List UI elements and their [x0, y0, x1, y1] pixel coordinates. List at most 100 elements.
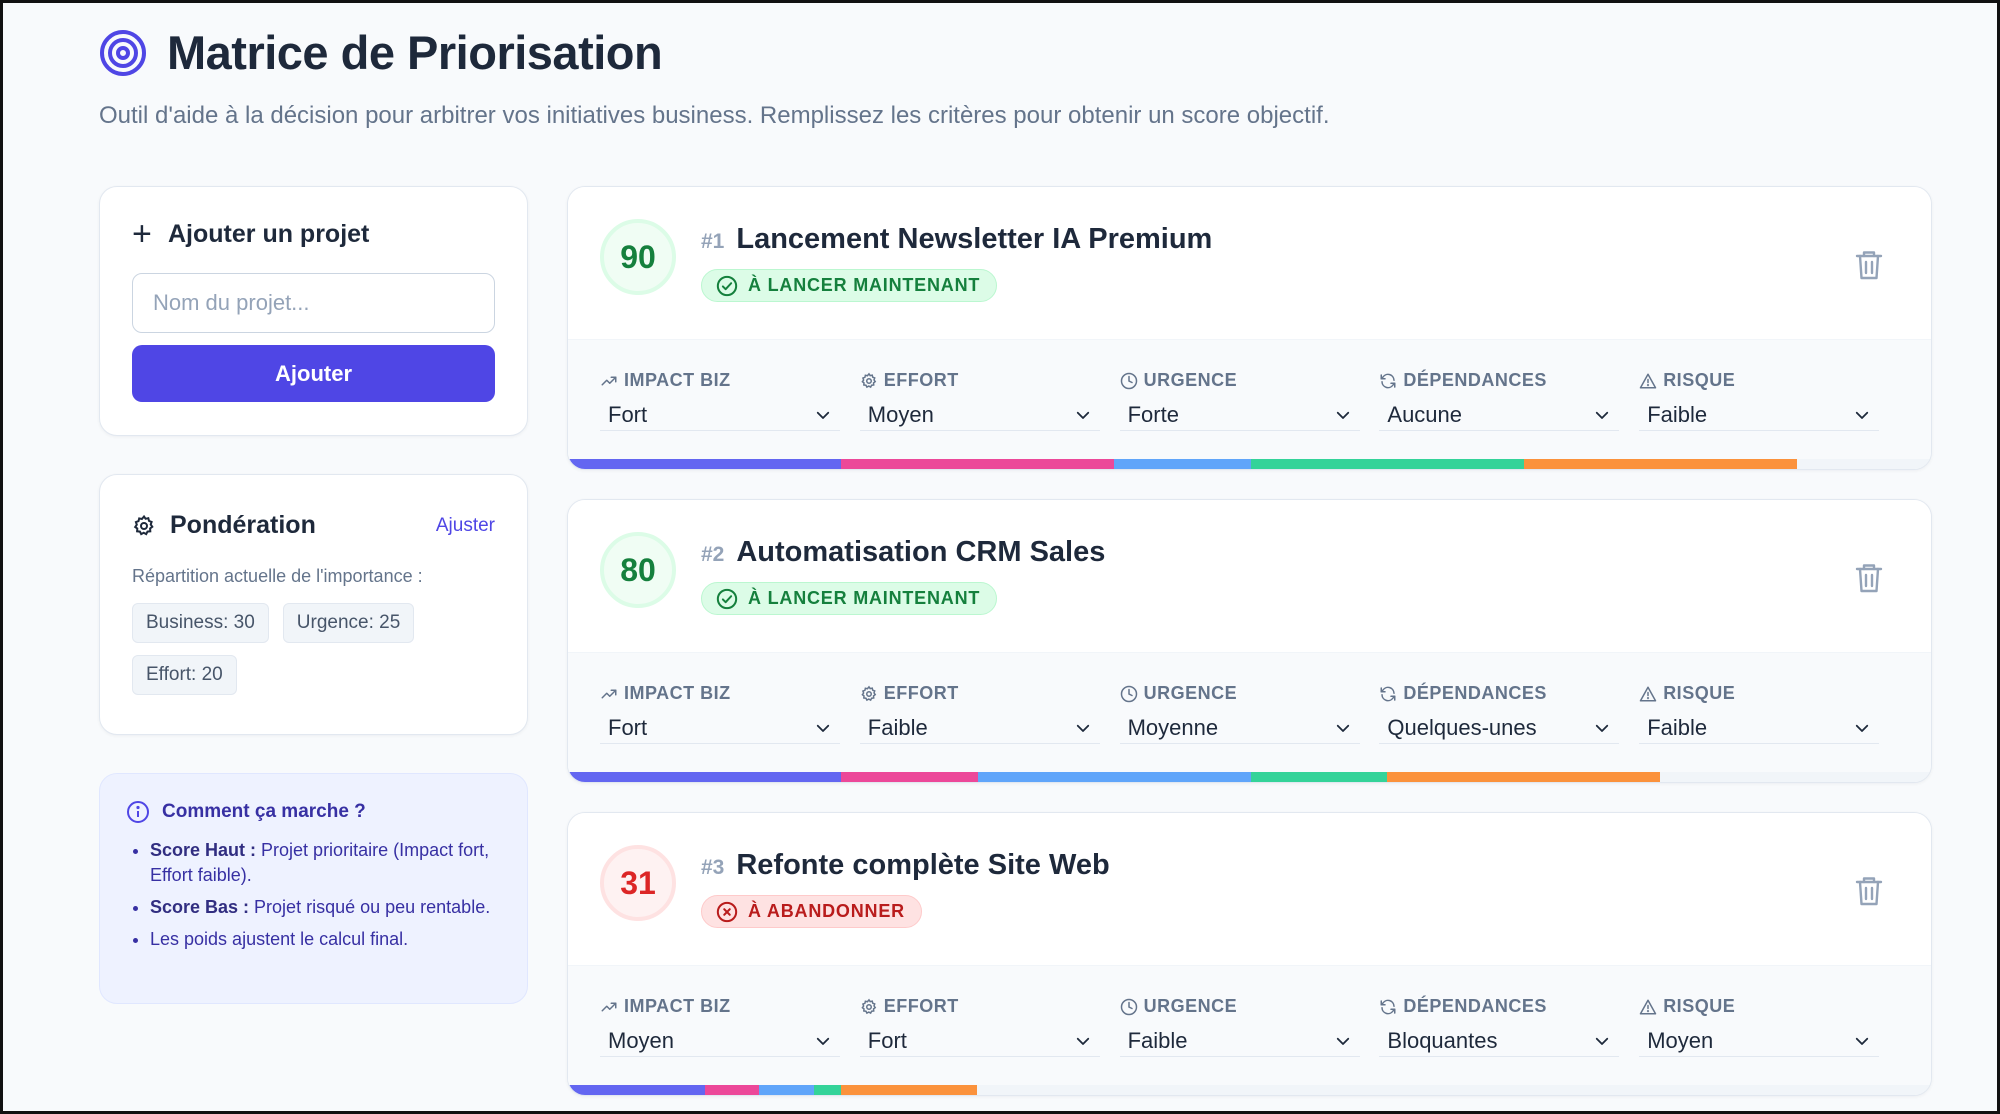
chevron-down-icon	[1593, 719, 1611, 737]
weighting-description: Répartition actuelle de l'importance :	[132, 566, 423, 586]
trending-up-icon	[600, 998, 618, 1016]
urgence-select[interactable]: Forte	[1119, 399, 1360, 431]
criterion-effort: EFFORT Faible	[859, 683, 1120, 782]
urgence-select[interactable]: Moyenne	[1119, 712, 1360, 744]
delete-project-button[interactable]	[1853, 247, 1885, 283]
select-value: Moyenne	[1127, 714, 1219, 740]
effort-select[interactable]: Faible	[859, 712, 1100, 744]
chevron-down-icon	[1334, 719, 1352, 737]
impact-biz-select[interactable]: Fort	[600, 399, 840, 431]
project-name: Automatisation CRM Sales	[736, 536, 1106, 568]
score-circle: 31	[600, 845, 676, 921]
project-rank: #3	[701, 856, 725, 879]
plus-icon: +	[132, 215, 152, 253]
refresh-icon	[1379, 685, 1397, 703]
chevron-down-icon	[1334, 406, 1352, 424]
add-project-title: Ajouter un projet	[168, 219, 370, 248]
project-card: 90 #1 Lancement Newsletter IA Premium À …	[567, 186, 1932, 470]
gear-icon	[860, 685, 878, 703]
weighting-title: Pondération	[170, 511, 316, 539]
help-item: Score Haut : Projet prioritaire (Impact …	[150, 838, 501, 888]
page-subtitle: Outil d'aide à la décision pour arbitrer…	[99, 102, 1330, 129]
bar-segment-dependances	[813, 1085, 841, 1095]
criterion-label: DÉPENDANCES	[1403, 683, 1547, 703]
weight-chip-effort: Effort: 20	[132, 655, 237, 695]
criterion-label: RISQUE	[1663, 996, 1736, 1016]
alert-triangle-icon	[1639, 372, 1657, 390]
criteria-row: IMPACT BIZ Fort EFFORT Moyen URGENCE Forte DÉP…	[568, 340, 1931, 469]
adjust-weights-link[interactable]: Ajuster	[435, 514, 495, 536]
chevron-down-icon	[1074, 719, 1092, 737]
select-value: Quelques-unes	[1387, 714, 1537, 740]
criterion-label: URGENCE	[1143, 683, 1238, 703]
impact-biz-select[interactable]: Fort	[600, 712, 840, 744]
chevron-down-icon	[814, 406, 832, 424]
criterion-label: DÉPENDANCES	[1403, 996, 1547, 1016]
bar-segment-impact-biz	[568, 772, 841, 782]
criterion-urgence: URGENCE Moyenne	[1119, 683, 1380, 782]
dependances-select[interactable]: Quelques-unes	[1379, 712, 1620, 744]
weighting-card: Pondération Ajuster Répartition actuelle…	[99, 474, 528, 735]
criterion-label: URGENCE	[1143, 996, 1238, 1016]
bar-segment-impact-biz	[568, 459, 841, 469]
select-value: Faible	[867, 714, 928, 740]
criterion-label: URGENCE	[1143, 370, 1238, 390]
page-header: Matrice de Priorisation Outil d'aide à l…	[99, 25, 1330, 130]
bar-segment-urgence	[1114, 459, 1251, 469]
risque-select[interactable]: Faible	[1639, 399, 1880, 431]
bar-segment-risque	[1387, 772, 1660, 782]
dependances-select[interactable]: Bloquantes	[1379, 1025, 1620, 1057]
status-badge: À ABANDONNER	[701, 895, 922, 928]
gear-icon	[860, 372, 878, 390]
criterion-dependances: DÉPENDANCES Bloquantes	[1379, 996, 1639, 1095]
info-icon	[126, 800, 150, 824]
trash-icon	[1855, 877, 1883, 906]
criterion-label: EFFORT	[883, 996, 959, 1016]
delete-project-button[interactable]	[1853, 873, 1885, 909]
criterion-dependances: DÉPENDANCES Aucune	[1379, 370, 1639, 469]
criterion-label: RISQUE	[1663, 683, 1736, 703]
impact-biz-select[interactable]: Moyen	[600, 1025, 840, 1057]
score-breakdown-bar	[568, 1085, 1931, 1095]
score-circle: 90	[600, 219, 676, 295]
select-value: Fort	[608, 714, 648, 740]
help-item: Score Bas : Projet risqué ou peu rentabl…	[150, 895, 501, 920]
criterion-label: RISQUE	[1663, 370, 1736, 390]
criterion-impact-biz: IMPACT BIZ Moyen	[600, 996, 860, 1095]
check-circle-icon	[716, 588, 738, 610]
select-value: Faible	[1647, 714, 1708, 740]
criterion-label: IMPACT BIZ	[624, 683, 731, 703]
criterion-risque: RISQUE Faible	[1639, 683, 1899, 782]
project-rank: #1	[701, 230, 725, 253]
help-item: Les poids ajustent le calcul final.	[150, 927, 501, 952]
trash-icon	[1855, 564, 1883, 593]
criterion-label: IMPACT BIZ	[624, 996, 731, 1016]
risque-select[interactable]: Faible	[1639, 712, 1880, 744]
select-value: Forte	[1127, 401, 1179, 427]
project-name-input[interactable]	[132, 273, 495, 333]
chevron-down-icon	[1853, 1032, 1871, 1050]
bar-segment-effort	[841, 459, 1114, 469]
effort-select[interactable]: Fort	[859, 1025, 1100, 1057]
project-card: 31 #3 Refonte complète Site Web À ABANDO…	[567, 812, 1932, 1096]
dependances-select[interactable]: Aucune	[1379, 399, 1620, 431]
risque-select[interactable]: Moyen	[1639, 1025, 1880, 1057]
criterion-effort: EFFORT Fort	[859, 996, 1120, 1095]
trending-up-icon	[600, 685, 618, 703]
chevron-down-icon	[1334, 1032, 1352, 1050]
select-value: Faible	[1127, 1027, 1188, 1053]
clock-icon	[1120, 685, 1138, 703]
help-title: Comment ça marche ?	[162, 801, 366, 822]
bar-segment-dependances	[1250, 459, 1524, 469]
chevron-down-icon	[1593, 1032, 1611, 1050]
urgence-select[interactable]: Faible	[1119, 1025, 1360, 1057]
criterion-effort: EFFORT Moyen	[859, 370, 1120, 469]
help-list: Score Haut : Projet prioritaire (Impact …	[126, 838, 501, 952]
select-value: Moyen	[608, 1027, 675, 1053]
delete-project-button[interactable]	[1853, 560, 1885, 596]
target-icon	[99, 29, 147, 77]
add-project-button[interactable]: Ajouter	[132, 345, 495, 402]
effort-select[interactable]: Moyen	[859, 399, 1100, 431]
bar-segment-risque	[840, 1085, 978, 1095]
bar-segment-urgence	[759, 1085, 814, 1095]
